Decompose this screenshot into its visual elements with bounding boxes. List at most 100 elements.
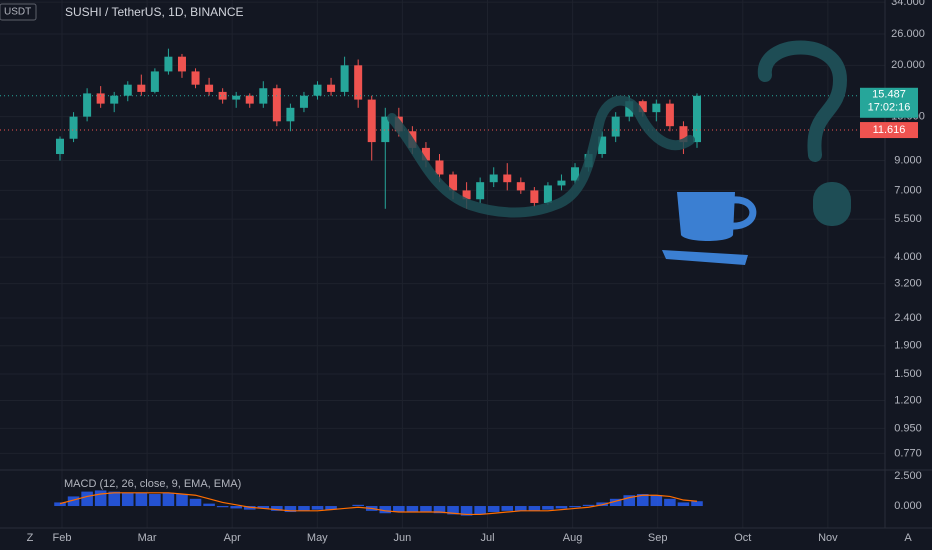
candle-body (611, 116, 620, 137)
macd-bar (460, 506, 473, 516)
candle-body (150, 71, 159, 92)
macd-bar (420, 506, 432, 513)
macd-bar (108, 491, 120, 507)
candle-body (164, 56, 173, 72)
macd-bar (664, 498, 676, 507)
y-tick-label: 4.000 (894, 251, 922, 263)
candle-body (137, 84, 146, 92)
candle-body (435, 160, 444, 175)
countdown: 17:02:16 (868, 102, 911, 114)
candle-body (327, 84, 336, 92)
y-tick-label: 20.000 (891, 59, 925, 71)
macd-bar (216, 506, 229, 508)
currency: USDT (4, 7, 31, 18)
x-tick-label: Oct (734, 532, 751, 544)
candle-body (367, 99, 376, 143)
macd-bar (474, 506, 486, 515)
macd-bar (379, 506, 392, 514)
y-tick-label: 2.400 (894, 312, 922, 324)
drawing-question (757, 40, 848, 162)
x-tick-label: Feb (53, 532, 72, 544)
macd-bar (623, 495, 636, 507)
candle-body (557, 180, 566, 186)
macd-bar (162, 492, 175, 507)
macd-bar (352, 504, 364, 507)
candle-body (56, 138, 64, 155)
macd-bar (433, 506, 446, 514)
macd-bar (121, 492, 134, 507)
macd-tick-label: 0.000 (894, 500, 922, 512)
y-tick-label: 1.500 (894, 368, 922, 380)
x-tick-label: Apr (224, 532, 241, 544)
macd-bar (67, 496, 80, 507)
macd-bar (325, 506, 337, 510)
macd-bar (230, 506, 242, 509)
candle-body (218, 91, 227, 100)
macd-bar (203, 503, 215, 507)
macd-bar (515, 506, 527, 511)
candle-body (381, 116, 390, 143)
candle-body (340, 65, 349, 92)
candle-body (652, 103, 661, 113)
macd-bar (176, 494, 188, 507)
chart-title: SUSHI / TetherUS, 1D, BINANCE (65, 5, 244, 19)
x-tick-label: May (307, 532, 328, 544)
y-tick-label: 9.000 (894, 154, 922, 166)
candle-body (123, 84, 132, 96)
level-badge (860, 122, 918, 139)
macd-bar (311, 506, 324, 510)
grid (0, 0, 885, 528)
macd-bar (609, 498, 622, 507)
y-tick-label: 0.950 (894, 422, 922, 434)
drawing-dot (813, 182, 851, 226)
price-badge (860, 87, 918, 118)
macd-bar (677, 502, 690, 507)
y-tick-label: 0.770 (894, 447, 922, 459)
macd-bar (149, 494, 161, 507)
y-tick-label: 1.200 (894, 394, 922, 406)
candle-body (313, 84, 322, 96)
cup-handle (729, 196, 757, 230)
corner-label[interactable]: A (904, 532, 912, 544)
candle-body (625, 101, 634, 117)
x-tick-label: Jun (394, 532, 412, 544)
candle-body (503, 174, 512, 183)
candle-body (665, 103, 674, 127)
macd-bar (501, 506, 514, 511)
y-tick-label: 34.000 (891, 0, 925, 8)
drawing-curve (387, 95, 695, 218)
saucer (662, 250, 748, 265)
x-tick-label: Jul (480, 532, 494, 544)
macd-bar (650, 495, 663, 507)
macd-bar (582, 504, 595, 507)
price-label: 15.487 (872, 89, 906, 101)
macd-bar (555, 506, 568, 509)
candle-body (110, 95, 119, 104)
y-tick-label: 1.900 (894, 340, 922, 352)
candle-body (421, 147, 430, 161)
candle-body (598, 136, 607, 155)
candle-body (286, 107, 295, 122)
candle-body (69, 116, 78, 139)
macd-bar (284, 506, 297, 513)
macd-bar (528, 506, 541, 511)
candle-body (638, 101, 647, 113)
candle-body (96, 93, 105, 104)
corner-label[interactable]: Z (27, 532, 34, 544)
candle-body (259, 88, 268, 104)
macd-bar (135, 492, 148, 507)
macd-tick-label: 2.500 (894, 470, 922, 482)
y-tick-label: 26.000 (891, 28, 925, 40)
y-tick-label: 7.000 (894, 184, 922, 196)
candle-body (462, 190, 471, 200)
candle-body (83, 93, 92, 117)
macd-bar (54, 502, 66, 507)
candle-body (354, 65, 363, 100)
macd-bar (487, 506, 500, 513)
macd-bar (189, 498, 202, 507)
candle-body (571, 167, 580, 181)
level-label: 11.616 (873, 124, 906, 136)
